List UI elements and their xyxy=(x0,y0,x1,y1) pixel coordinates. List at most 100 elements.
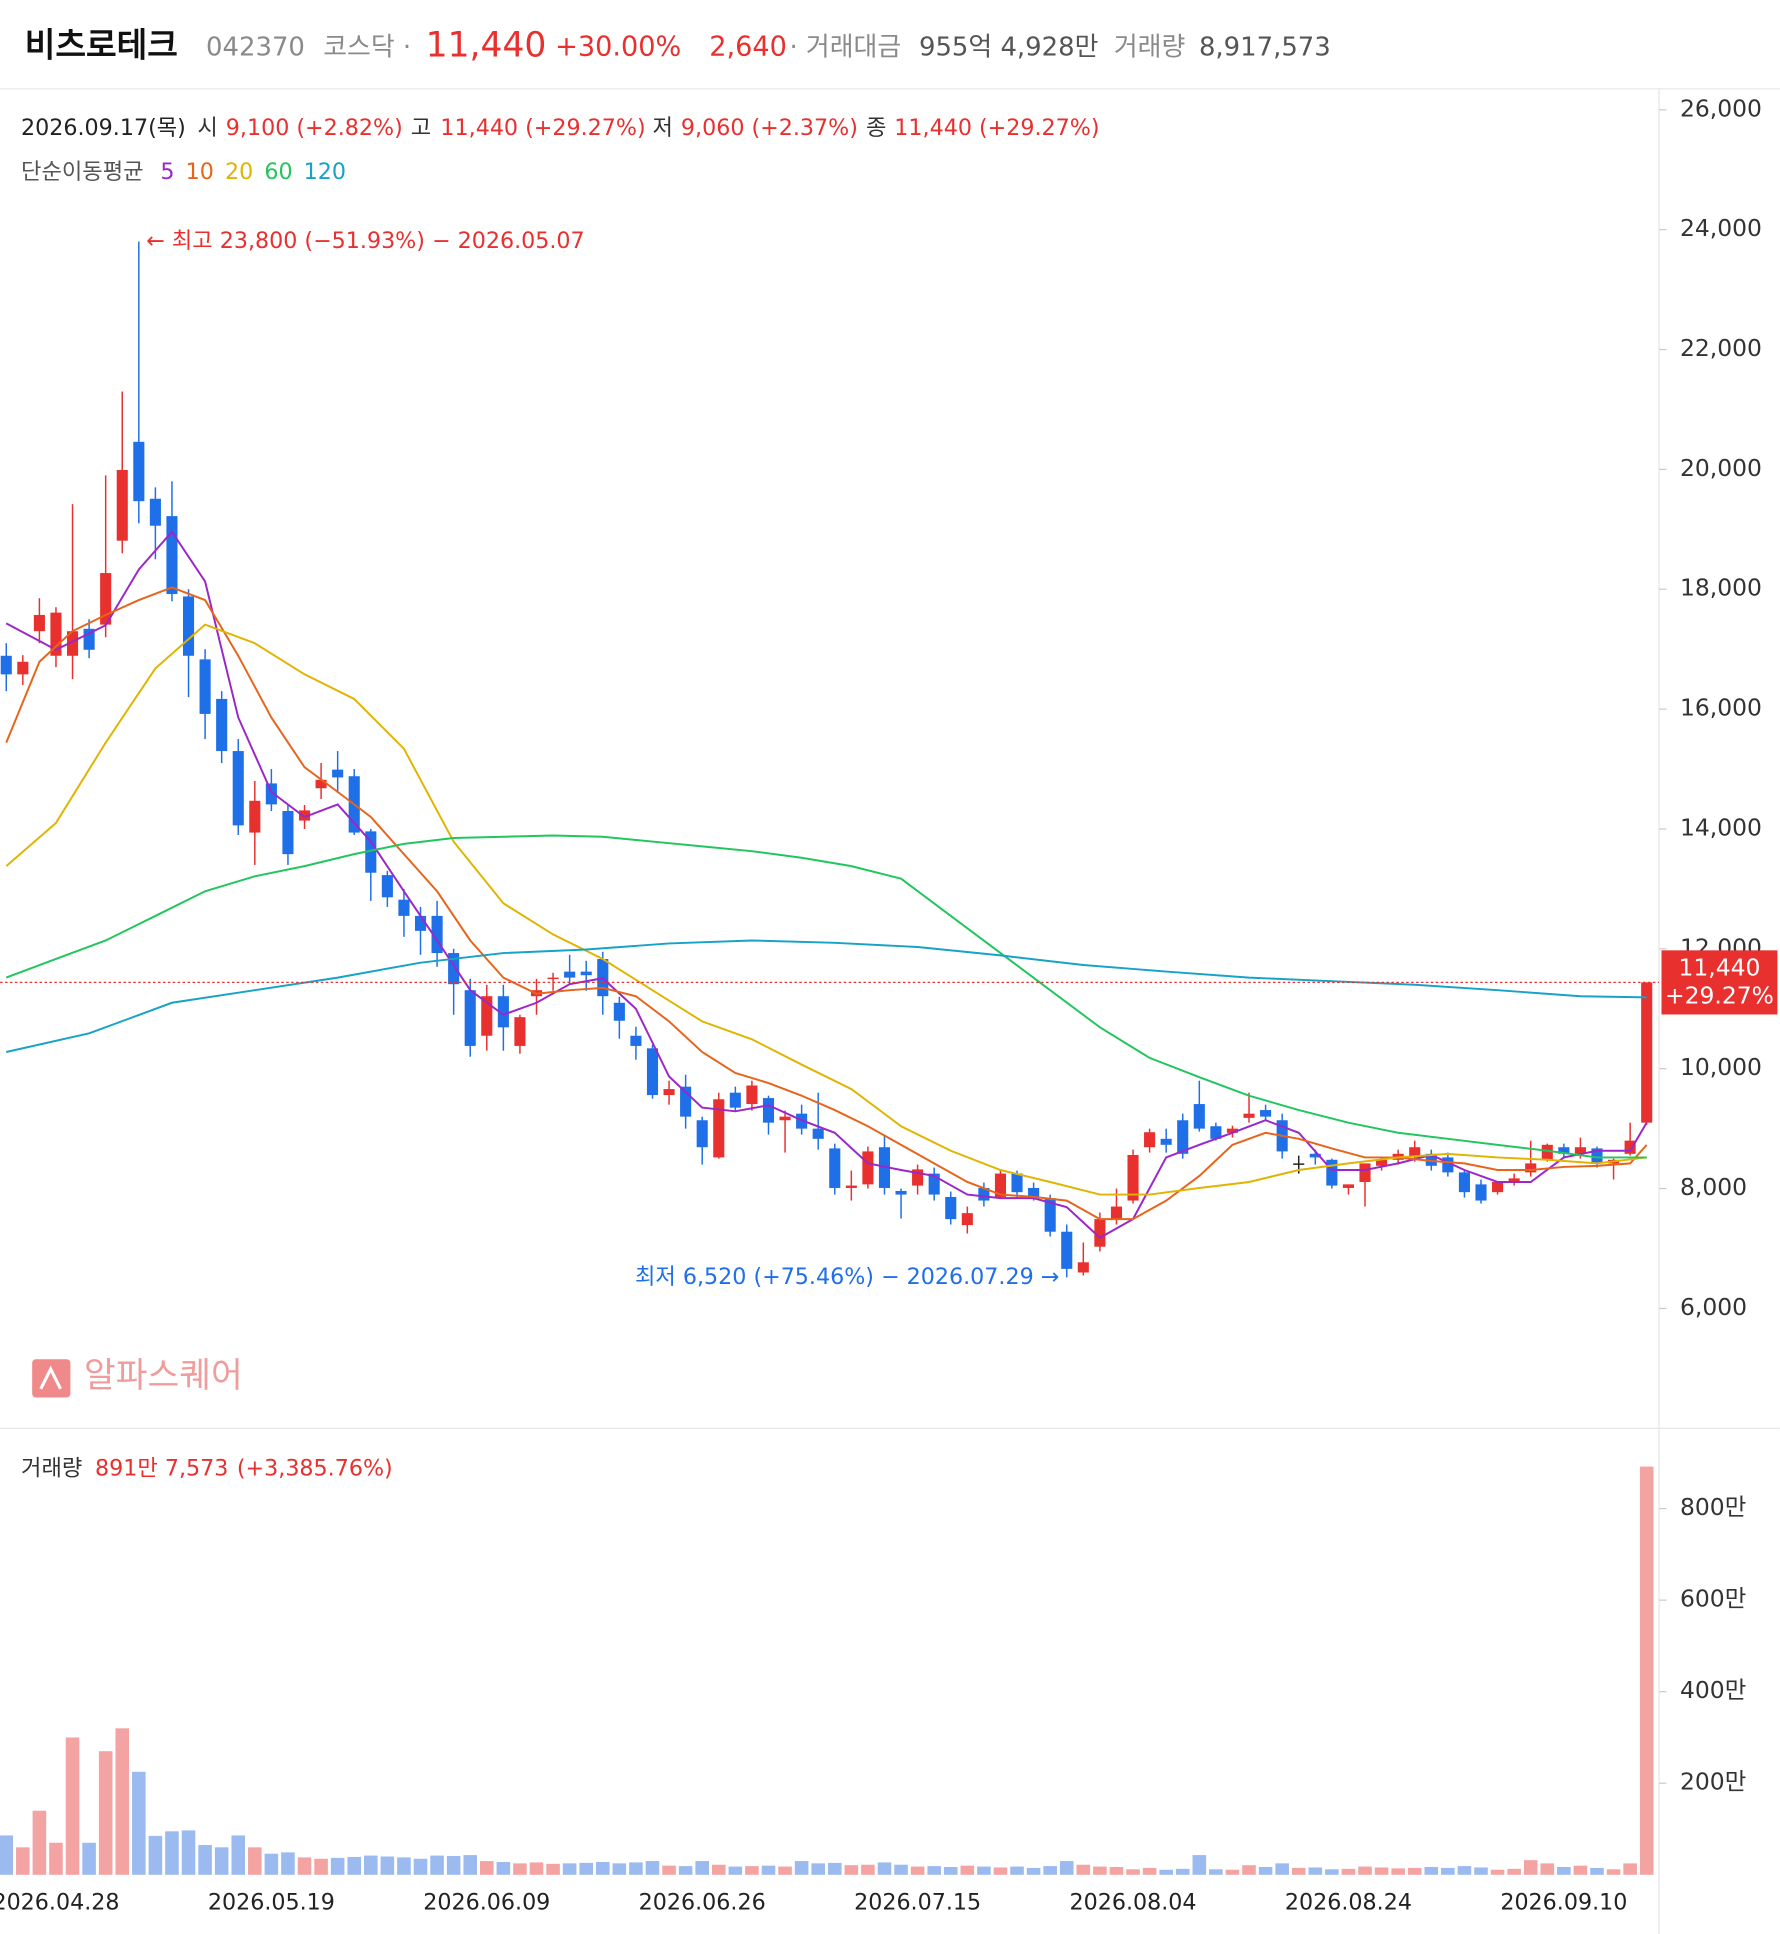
volume-bar xyxy=(877,1862,892,1875)
volume-bar xyxy=(49,1842,63,1875)
candle-body xyxy=(829,1148,841,1188)
y-tick-label: 10,000 xyxy=(1680,1053,1762,1081)
candle-body xyxy=(994,1173,1007,1197)
candle-body xyxy=(199,659,211,714)
candle-body xyxy=(398,899,410,916)
candle-body xyxy=(1077,1262,1089,1273)
volume-bar xyxy=(1209,1869,1223,1875)
change: 2,640 xyxy=(709,32,787,63)
volume-bar xyxy=(1258,1867,1273,1875)
ohlc-info: 2026.09.17(목) 시 9,100 (+2.82%) 고 11,440 … xyxy=(21,115,1099,185)
candle-body xyxy=(1525,1163,1537,1173)
candle-body xyxy=(1425,1153,1437,1166)
volume-bar xyxy=(82,1842,96,1875)
volume-bar xyxy=(1341,1868,1356,1875)
volume-bar xyxy=(132,1771,146,1875)
volume-bar xyxy=(314,1858,328,1875)
candle-body xyxy=(33,615,45,632)
volume-bar xyxy=(562,1863,577,1875)
candle-body xyxy=(1177,1120,1189,1154)
x-tick-label: 2026.06.26 xyxy=(639,1890,766,1916)
candle-body xyxy=(1442,1157,1454,1173)
volume-y-tick-label: 400만 xyxy=(1680,1676,1746,1704)
volume-bar xyxy=(148,1835,163,1875)
volume-y-tick-label: 600만 xyxy=(1680,1585,1746,1613)
volume-bar xyxy=(1391,1868,1405,1875)
volume-bar xyxy=(960,1865,975,1875)
current-price-label: 11,440 xyxy=(1678,953,1760,981)
y-tick-label: 8,000 xyxy=(1680,1173,1747,1201)
candle-body xyxy=(83,628,95,650)
volume-legend-change: (+3,385.76%) xyxy=(237,1456,393,1482)
candle-body xyxy=(1326,1159,1338,1186)
candle-body xyxy=(895,1190,907,1195)
volume-bar xyxy=(1507,1868,1521,1875)
volume-bar xyxy=(844,1865,859,1875)
volume-bar xyxy=(678,1866,693,1875)
candle-body xyxy=(315,779,327,789)
watermark-text: 알파스퀘어 xyxy=(84,1356,243,1396)
volume-bar xyxy=(827,1862,842,1875)
candle-body xyxy=(1508,1178,1520,1182)
candle-body xyxy=(1260,1110,1272,1117)
volume-bar xyxy=(778,1866,792,1875)
volume-bar xyxy=(198,1845,212,1875)
candle-body xyxy=(481,996,493,1036)
ma-line xyxy=(5,586,1648,1221)
candle-body xyxy=(1492,1181,1504,1193)
y-tick-label: 20,000 xyxy=(1680,454,1762,482)
moving-averages xyxy=(5,530,1648,1239)
candle-body xyxy=(729,1092,741,1108)
candle-body xyxy=(1094,1219,1106,1247)
volume-bar xyxy=(1490,1869,1505,1875)
change-rate: +30.00% xyxy=(555,32,681,63)
volume-bar xyxy=(480,1861,494,1875)
candle-body xyxy=(464,990,476,1046)
ma-legend-entry: 5 xyxy=(160,159,174,185)
volume-bar xyxy=(1043,1866,1057,1875)
candle-body xyxy=(580,971,592,976)
volume-bar xyxy=(579,1862,593,1875)
volume-bar xyxy=(977,1866,991,1875)
volume-bar xyxy=(761,1865,776,1875)
high-label: 고 xyxy=(411,115,431,141)
candle-body xyxy=(149,498,161,526)
candle-body xyxy=(497,996,509,1028)
volume-bar xyxy=(330,1857,345,1875)
volume-bar xyxy=(1523,1860,1538,1875)
ma-line xyxy=(5,834,1647,1159)
candle-body xyxy=(1342,1184,1354,1188)
volume-bar xyxy=(1126,1869,1140,1875)
candle-body xyxy=(116,469,128,541)
volume-bar xyxy=(496,1861,511,1875)
volume-bar xyxy=(1308,1867,1323,1875)
x-tick-label: 2026.04.28 xyxy=(0,1890,119,1916)
close-label: 종 xyxy=(866,115,886,141)
candle-body xyxy=(249,800,261,833)
watermark-icon-glyph xyxy=(39,1365,62,1390)
x-tick-label: 2026.06.09 xyxy=(423,1890,550,1916)
volume-bar xyxy=(910,1866,925,1875)
volume-legend-value: 891만 7,573 xyxy=(95,1456,228,1482)
candle-body xyxy=(1475,1184,1487,1201)
y-tick-label: 18,000 xyxy=(1680,574,1762,602)
candle-body xyxy=(1243,1113,1255,1118)
candle-body xyxy=(1044,1198,1056,1232)
volume-bar xyxy=(695,1861,709,1875)
candle-body xyxy=(265,783,277,805)
volume-bar xyxy=(98,1751,113,1875)
candle-body xyxy=(961,1213,973,1226)
candle-body xyxy=(762,1098,775,1123)
volume-bar xyxy=(264,1853,279,1875)
volume: 8,917,573 xyxy=(1199,33,1331,63)
candle-body xyxy=(1210,1126,1222,1139)
watermark: 알파스퀘어 xyxy=(32,1356,243,1398)
volume-bar xyxy=(364,1855,378,1875)
volume-y-tick-label: 800만 xyxy=(1680,1493,1746,1521)
y-tick-label: 14,000 xyxy=(1680,813,1762,841)
candle-body xyxy=(1011,1173,1023,1193)
y-tick-label: 16,000 xyxy=(1680,694,1762,722)
volume-bar xyxy=(1093,1866,1107,1875)
ma-line xyxy=(6,939,1647,1053)
